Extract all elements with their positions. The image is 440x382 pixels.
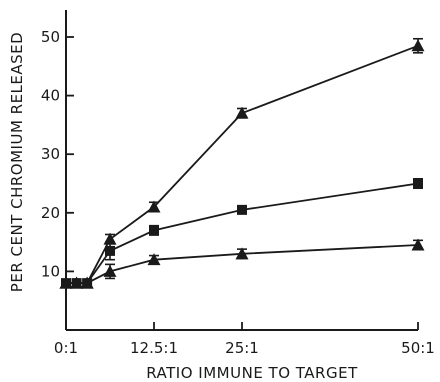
x-tick-label: 25:1 xyxy=(225,339,259,357)
data-point-triangle xyxy=(80,276,94,289)
y-tick-label: 30 xyxy=(41,145,60,163)
series-3 xyxy=(59,238,425,289)
data-point-triangle xyxy=(147,253,161,266)
series-layer xyxy=(59,37,425,289)
y-tick-label: 10 xyxy=(41,262,60,280)
data-point-triangle xyxy=(103,264,117,277)
x-tick-label: 12.5:1 xyxy=(130,339,178,357)
y-tick-label: 20 xyxy=(41,204,60,222)
data-point-triangle xyxy=(70,276,84,289)
data-point-square xyxy=(237,204,247,215)
data-point-square xyxy=(105,245,115,256)
y-axis-title: PER CENT CHROMIUM RELEASED xyxy=(8,32,26,292)
data-point-square xyxy=(149,225,159,236)
data-point-square xyxy=(413,178,423,189)
data-point-triangle xyxy=(235,247,249,260)
y-tick-label: 40 xyxy=(41,87,60,105)
data-point-triangle xyxy=(411,39,425,52)
x-tick-label: 0:1 xyxy=(54,339,78,357)
x-ticks: 0:1 12.5:1 25:1 50:1 xyxy=(54,322,435,357)
data-point-triangle xyxy=(59,276,73,289)
axes xyxy=(65,10,418,331)
data-point-triangle xyxy=(235,106,249,119)
data-point-triangle xyxy=(147,200,161,213)
y-tick-label: 50 xyxy=(41,28,60,46)
series-2 xyxy=(61,178,423,289)
x-axis-title: RATIO IMMUNE TO TARGET xyxy=(146,364,358,382)
data-point-triangle xyxy=(411,238,425,251)
x-tick-label: 50:1 xyxy=(401,339,435,357)
y-ticks: 10 20 30 40 50 xyxy=(41,28,74,280)
